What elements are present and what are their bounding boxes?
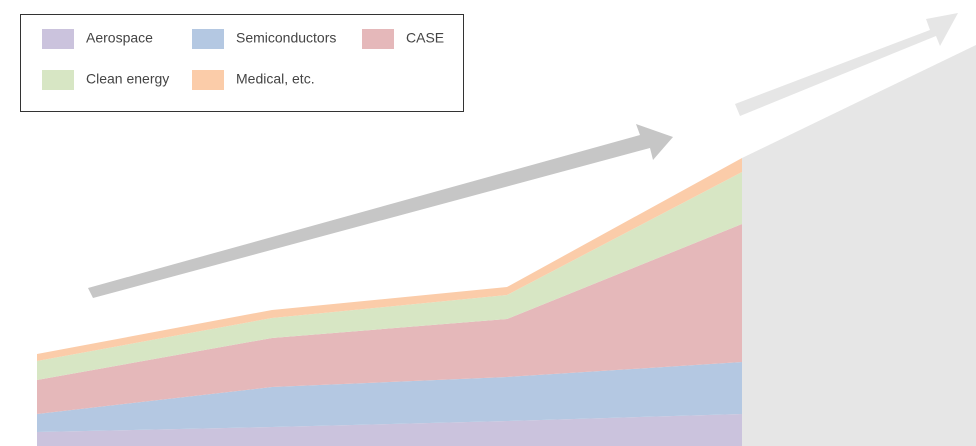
- trend-arrow: [88, 124, 673, 298]
- legend-swatch: [362, 29, 394, 49]
- area: [37, 172, 742, 380]
- legend-swatch: [192, 29, 224, 49]
- legend-label: Semiconductors: [236, 30, 336, 46]
- legend-swatch: [192, 70, 224, 90]
- area: [37, 414, 742, 446]
- area: [37, 362, 742, 432]
- legend-swatch: [42, 70, 74, 90]
- legend-swatch: [42, 29, 74, 49]
- legend-label: CASE: [406, 30, 444, 46]
- legend-label: Medical, etc.: [236, 71, 315, 87]
- legend-label: Aerospace: [86, 30, 153, 46]
- trend-arrow: [735, 13, 958, 116]
- projection-area: [742, 45, 976, 446]
- area: [37, 224, 742, 414]
- legend-label: Clean energy: [86, 71, 169, 87]
